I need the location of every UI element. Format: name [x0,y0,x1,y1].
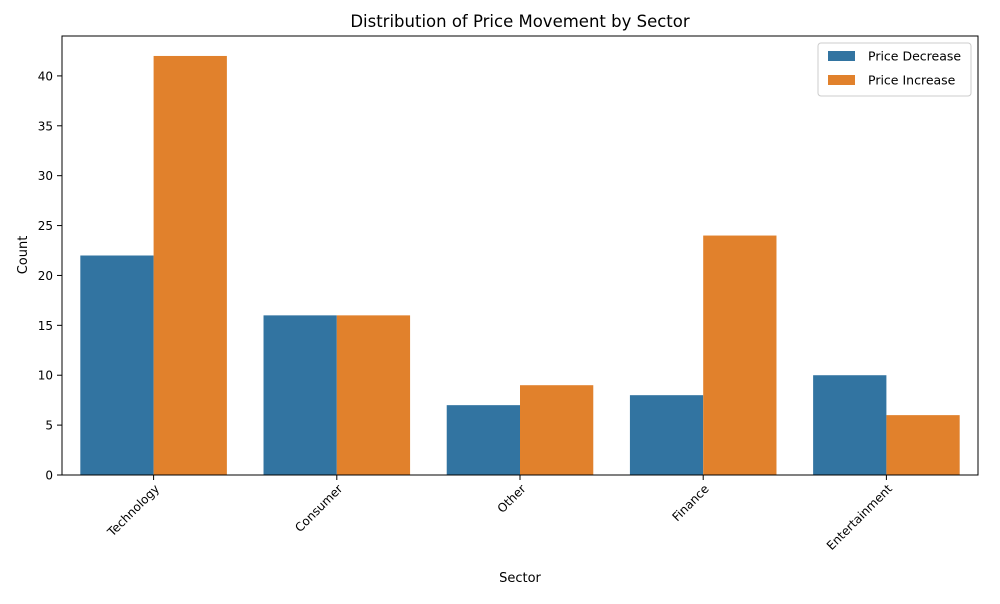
y-tick-label: 15 [38,319,53,333]
legend-label-price-increase: Price Increase [868,73,956,88]
y-ticks: 0 5 10 15 20 25 30 35 40 [38,69,62,483]
x-tick-label-technology: Technology [104,482,162,540]
y-tick-label: 40 [38,69,53,83]
y-tick-label: 30 [38,169,53,183]
y-axis-label: Count [16,236,31,275]
y-tick-label: 10 [38,369,53,383]
bar-price-increase-other [520,385,594,475]
bar-price-increase-finance [703,235,777,475]
x-tick-label-other: Other [495,482,529,516]
legend-swatch-price-increase [828,75,855,85]
x-tick-label-entertainment: Entertainment [824,481,895,552]
bar-price-decrease-consumer [263,315,337,475]
bar-price-decrease-other [446,405,520,475]
x-tick-label-finance: Finance [669,482,711,524]
bar-price-decrease-entertainment [813,375,887,475]
y-tick-label: 25 [38,219,53,233]
bars-layer [80,55,960,476]
y-tick-label: 20 [38,269,53,283]
legend-frame [817,42,972,97]
y-tick-label: 35 [38,119,53,133]
bar-price-increase-technology [153,55,227,476]
bar-price-increase-entertainment [886,415,960,475]
legend-label-price-decrease: Price Decrease [868,49,961,64]
chart-title: Distribution of Price Movement by Sector [350,12,690,31]
bar-price-decrease-technology [80,255,154,475]
y-tick-label: 0 [45,469,53,483]
legend: Price Decrease Price Increase [817,42,972,97]
x-ticks: Technology Consumer Other Finance Entertainm… [104,475,895,553]
bar-price-decrease-finance [629,395,704,475]
y-tick-label: 5 [45,419,53,433]
bar-price-increase-consumer [336,315,411,475]
x-tick-label-consumer: Consumer [292,482,345,535]
legend-swatch-price-decrease [828,51,855,61]
x-axis-label: Sector [499,571,541,586]
